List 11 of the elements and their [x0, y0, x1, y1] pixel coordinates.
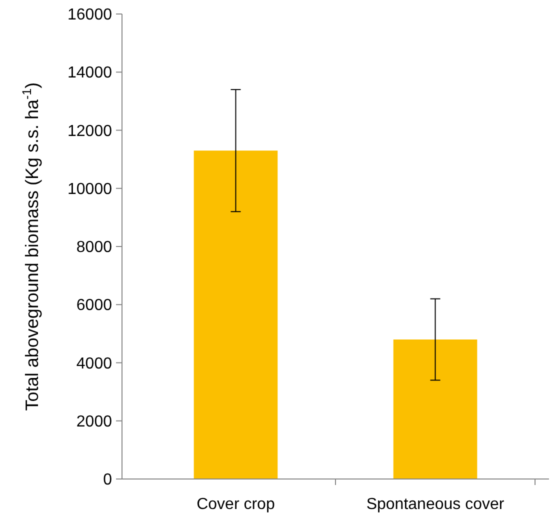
y-tick-label: 6000 [76, 297, 112, 314]
y-tick-label: 8000 [76, 239, 112, 256]
x-tick-label: Cover crop [196, 496, 275, 513]
x-tick-label: Spontaneous cover [366, 496, 505, 513]
y-tick-label: 16000 [68, 6, 112, 24]
y-tick-label: 12000 [68, 122, 112, 140]
y-tick-label: 0 [103, 472, 112, 489]
y-tick-label: 2000 [76, 413, 112, 430]
y-tick-label: 4000 [76, 355, 112, 372]
y-tick-label: 14000 [68, 64, 112, 82]
y-tick-label: 10000 [68, 180, 112, 198]
